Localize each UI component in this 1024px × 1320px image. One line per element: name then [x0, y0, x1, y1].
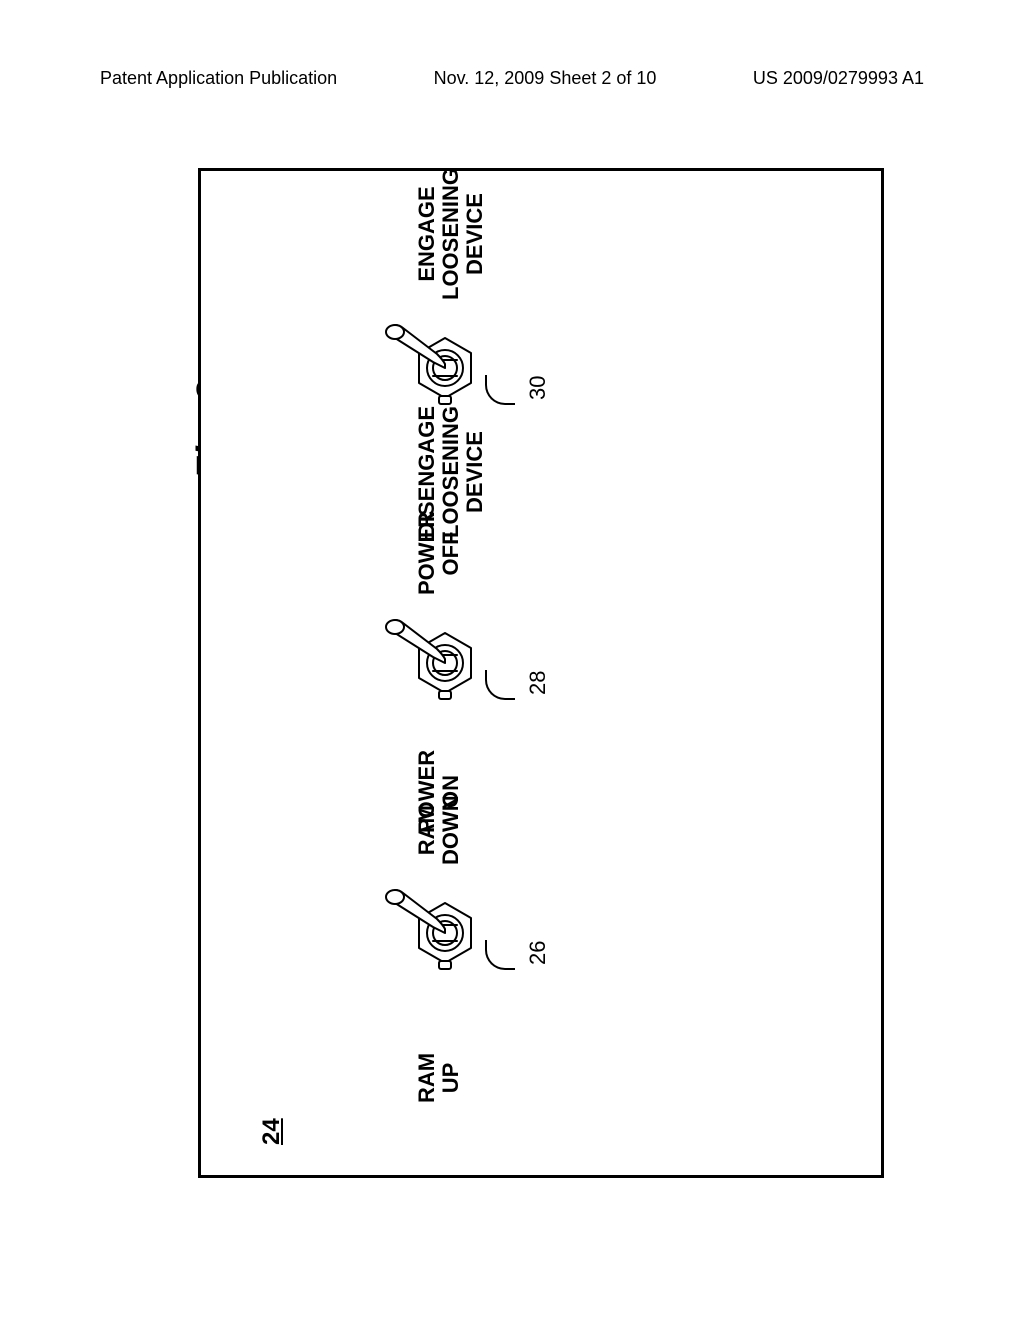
toggle-switch-icon [385, 615, 505, 710]
switch-ref-number: 30 [525, 376, 551, 400]
toggle-switch-icon [385, 885, 505, 980]
panel-ref-number: 24 [258, 1118, 286, 1145]
switch-ref-number: 26 [525, 941, 551, 965]
toggle-switch[interactable] [385, 615, 505, 715]
switch-label-left: POWER ON [415, 750, 463, 833]
header-center: Nov. 12, 2009 Sheet 2 of 10 [434, 68, 657, 89]
switch-ref-number: 28 [525, 671, 551, 695]
switch-label-right: ENGAGE LOOSENING DEVICE [415, 168, 488, 300]
toggle-switch-icon [385, 320, 505, 415]
header-left: Patent Application Publication [100, 68, 337, 89]
toggle-switch[interactable] [385, 885, 505, 985]
switch-label-left: RAM UP [415, 1053, 463, 1103]
page-header: Patent Application Publication Nov. 12, … [0, 68, 1024, 89]
header-right: US 2009/0279993 A1 [753, 68, 924, 89]
switch-label-left: DISENGAGE LOOSENING DEVICE [415, 406, 488, 538]
